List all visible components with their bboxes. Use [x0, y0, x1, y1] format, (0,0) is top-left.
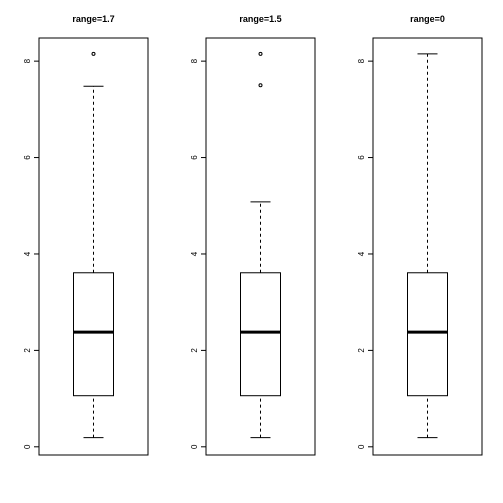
y-tick-label: 0	[23, 444, 32, 449]
y-tick-label: 4	[357, 251, 366, 256]
y-tick-label: 0	[357, 444, 366, 449]
y-tick-label: 8	[190, 58, 199, 63]
box	[407, 272, 448, 397]
y-tick-label: 8	[357, 58, 366, 63]
y-tick-label: 0	[190, 444, 199, 449]
y-tick-label: 2	[190, 348, 199, 353]
outlier	[91, 51, 96, 56]
y-tick-label: 4	[23, 251, 32, 256]
outlier	[258, 51, 263, 56]
y-tick-label: 6	[23, 155, 32, 160]
chart-title: range=1.7	[72, 14, 114, 24]
plot-frame	[205, 37, 316, 456]
outlier	[258, 83, 263, 88]
box	[240, 272, 281, 397]
chart-title: range=0	[410, 14, 445, 24]
y-tick-label: 2	[357, 348, 366, 353]
y-tick-label: 6	[190, 155, 199, 160]
y-tick-label: 6	[357, 155, 366, 160]
box	[73, 272, 114, 397]
chart-title: range=1.5	[239, 14, 281, 24]
plot-frame	[38, 37, 149, 456]
plot-frame	[372, 37, 483, 456]
y-tick-label: 8	[23, 58, 32, 63]
y-tick-label: 2	[23, 348, 32, 353]
y-tick-label: 4	[190, 251, 199, 256]
